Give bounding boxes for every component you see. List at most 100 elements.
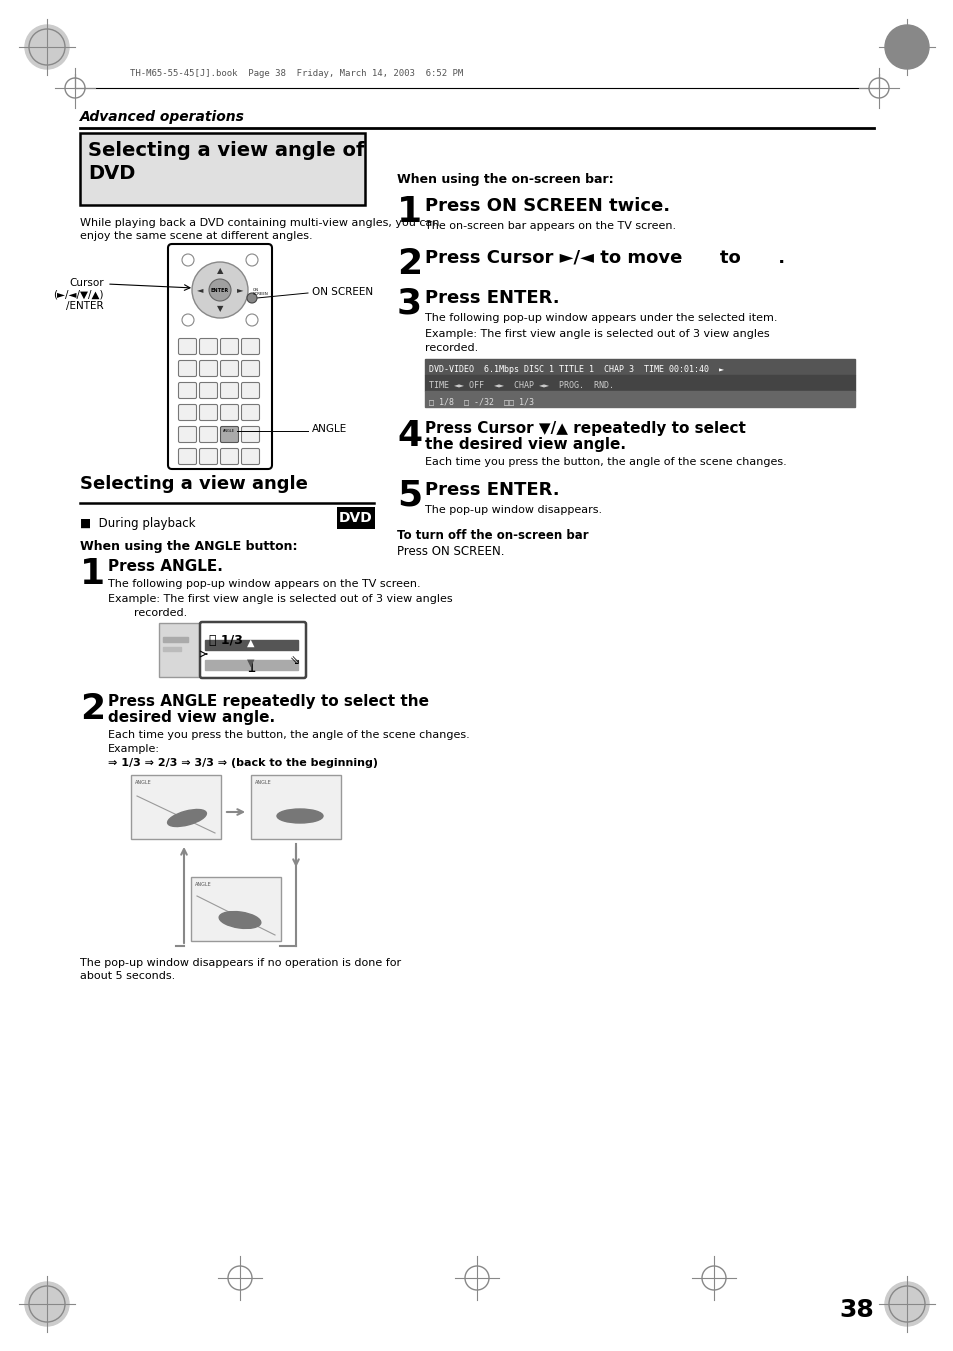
FancyBboxPatch shape [220, 339, 238, 354]
Ellipse shape [168, 809, 206, 827]
Text: ■  During playback: ■ During playback [80, 517, 195, 530]
Bar [205, 640, 297, 650]
Circle shape [884, 26, 928, 69]
Text: ANGLE: ANGLE [194, 882, 212, 888]
Bar [163, 647, 181, 651]
Text: Example:: Example: [108, 744, 160, 754]
Circle shape [246, 254, 257, 266]
Text: recorded.: recorded. [424, 343, 477, 353]
Text: ►: ► [236, 285, 243, 295]
Text: desired view angle.: desired view angle. [108, 711, 274, 725]
FancyBboxPatch shape [220, 361, 238, 377]
Text: 🎥 1/3: 🎥 1/3 [209, 634, 243, 647]
FancyBboxPatch shape [178, 361, 196, 377]
FancyBboxPatch shape [178, 404, 196, 420]
Text: Press ANGLE repeatedly to select the: Press ANGLE repeatedly to select the [108, 694, 429, 709]
FancyBboxPatch shape [200, 621, 306, 678]
Text: recorded.: recorded. [133, 608, 187, 617]
Text: ANGLE: ANGLE [223, 430, 234, 434]
Text: ▲: ▲ [247, 638, 254, 648]
Text: Selecting a view angle of
DVD: Selecting a view angle of DVD [88, 141, 364, 182]
FancyBboxPatch shape [178, 339, 196, 354]
Circle shape [25, 26, 69, 69]
FancyBboxPatch shape [199, 361, 217, 377]
Text: The pop-up window disappears if no operation is done for
about 5 seconds.: The pop-up window disappears if no opera… [80, 958, 400, 981]
Text: To turn off the on-screen bar: To turn off the on-screen bar [396, 530, 588, 542]
Text: 1: 1 [396, 195, 421, 230]
Ellipse shape [219, 912, 260, 928]
FancyBboxPatch shape [191, 877, 281, 942]
Text: 1: 1 [80, 557, 105, 590]
Text: When using the on-screen bar:: When using the on-screen bar: [396, 173, 613, 186]
FancyBboxPatch shape [159, 623, 213, 677]
Text: ENTER: ENTER [211, 288, 229, 293]
Text: TIME ◄► OFF  ◄►  CHAP ◄►  PROG.  RND.: TIME ◄► OFF ◄► CHAP ◄► PROG. RND. [429, 381, 614, 390]
Text: ▼: ▼ [247, 658, 254, 667]
Text: Press ENTER.: Press ENTER. [424, 481, 559, 499]
FancyBboxPatch shape [241, 404, 259, 420]
Text: ANGLE: ANGLE [312, 424, 347, 434]
Text: Press Cursor ▼/▲ repeatedly to select: Press Cursor ▼/▲ repeatedly to select [424, 422, 745, 436]
Circle shape [884, 1282, 928, 1325]
Text: While playing back a DVD containing multi-view angles, you can
enjoy the same sc: While playing back a DVD containing mult… [80, 218, 439, 242]
Text: Each time you press the button, the angle of the scene changes.: Each time you press the button, the angl… [424, 457, 786, 467]
Text: Press ENTER.: Press ENTER. [424, 289, 559, 307]
Text: Cursor
(►/◄/▼/▲)
/ENTER: Cursor (►/◄/▼/▲) /ENTER [53, 278, 104, 311]
Ellipse shape [276, 809, 323, 823]
Text: When using the ANGLE button:: When using the ANGLE button: [80, 540, 297, 553]
FancyBboxPatch shape [220, 427, 238, 443]
Bar [163, 638, 188, 642]
Text: Example: The first view angle is selected out of 3 view angles: Example: The first view angle is selecte… [108, 594, 452, 604]
Text: Each time you press the button, the angle of the scene changes.: Each time you press the button, the angl… [108, 730, 469, 740]
FancyBboxPatch shape [178, 449, 196, 465]
Text: Press ON SCREEN.: Press ON SCREEN. [396, 544, 504, 558]
Text: ▲: ▲ [216, 266, 223, 276]
Text: ANGLE: ANGLE [254, 780, 272, 785]
FancyBboxPatch shape [178, 427, 196, 443]
Text: ◄: ◄ [196, 285, 203, 295]
Text: ⇘: ⇘ [290, 654, 300, 667]
FancyBboxPatch shape [168, 245, 272, 469]
Text: Press Cursor ►/◄ to move      to      .: Press Cursor ►/◄ to move to . [424, 249, 784, 267]
Circle shape [182, 254, 193, 266]
Text: 5: 5 [396, 480, 421, 513]
Text: ⇒ 1/3 ⇒ 2/3 ⇒ 3/3 ⇒ (back to the beginning): ⇒ 1/3 ⇒ 2/3 ⇒ 3/3 ⇒ (back to the beginni… [108, 758, 377, 767]
FancyBboxPatch shape [199, 427, 217, 443]
Circle shape [192, 262, 248, 317]
Bar [336, 507, 375, 530]
FancyBboxPatch shape [220, 382, 238, 399]
FancyBboxPatch shape [251, 775, 340, 839]
Text: DVD-VIDEO  6.1Mbps DISC 1 TITLE 1  CHAP 3  TIME 00:01:40  ►: DVD-VIDEO 6.1Mbps DISC 1 TITLE 1 CHAP 3 … [429, 365, 723, 374]
FancyBboxPatch shape [199, 404, 217, 420]
Circle shape [209, 280, 231, 301]
Text: 2: 2 [80, 692, 105, 725]
FancyBboxPatch shape [241, 339, 259, 354]
Text: ANGLE: ANGLE [135, 780, 152, 785]
Text: Press ON SCREEN twice.: Press ON SCREEN twice. [424, 197, 669, 215]
Bar [205, 661, 297, 670]
FancyBboxPatch shape [241, 449, 259, 465]
Text: Example: The first view angle is selected out of 3 view angles: Example: The first view angle is selecte… [424, 330, 769, 339]
Text: 1: 1 [246, 661, 255, 676]
Text: Selecting a view angle: Selecting a view angle [80, 476, 308, 493]
Text: ON SCREEN: ON SCREEN [312, 286, 373, 297]
Bar [424, 376, 854, 390]
Circle shape [247, 293, 256, 303]
FancyBboxPatch shape [199, 449, 217, 465]
Text: The pop-up window disappears.: The pop-up window disappears. [424, 505, 601, 515]
FancyBboxPatch shape [131, 775, 221, 839]
Text: The on-screen bar appears on the TV screen.: The on-screen bar appears on the TV scre… [424, 222, 676, 231]
Text: The following pop-up window appears on the TV screen.: The following pop-up window appears on t… [108, 580, 420, 589]
Text: Press ANGLE.: Press ANGLE. [108, 559, 223, 574]
FancyBboxPatch shape [199, 339, 217, 354]
Circle shape [25, 1282, 69, 1325]
FancyBboxPatch shape [80, 132, 365, 205]
Text: ON
SCREEN: ON SCREEN [253, 288, 269, 296]
Bar [424, 359, 854, 376]
Text: 38: 38 [839, 1298, 873, 1323]
Text: the desired view angle.: the desired view angle. [424, 436, 625, 453]
FancyBboxPatch shape [220, 404, 238, 420]
Text: Advanced operations: Advanced operations [80, 109, 245, 124]
Circle shape [182, 313, 193, 326]
FancyBboxPatch shape [241, 382, 259, 399]
